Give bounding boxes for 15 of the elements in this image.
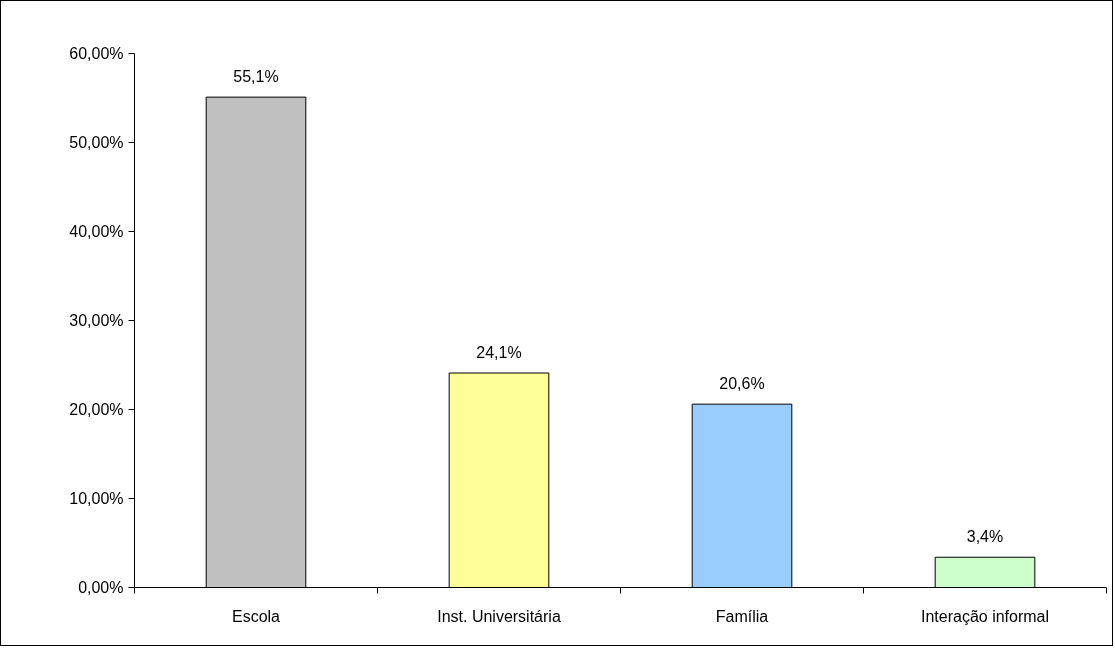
y-tick-label: 0,00%: [78, 579, 124, 596]
data-label: 3,4%: [966, 528, 1004, 546]
x-tick-label: Escola: [231, 607, 281, 625]
y-tick-label: 60,00%: [69, 45, 124, 62]
y-tick-label: 40,00%: [69, 223, 124, 240]
y-tick-label: 50,00%: [69, 134, 124, 151]
data-label: 24,1%: [476, 344, 522, 362]
x-tick-label: Interação informal: [920, 607, 1050, 625]
data-label: 20,6%: [719, 375, 765, 393]
x-tick-label: Inst. Universitária: [437, 607, 561, 625]
x-tick-label: Família: [715, 607, 769, 625]
y-tick-label: 10,00%: [69, 490, 124, 507]
y-tick-label: 30,00%: [69, 312, 124, 329]
data-label: 55,1%: [233, 68, 279, 86]
y-tick-label: 20,00%: [69, 401, 124, 418]
